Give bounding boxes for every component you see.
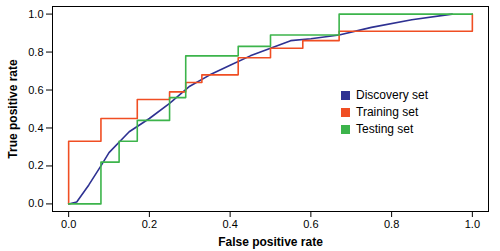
svg-text:0.2: 0.2: [142, 218, 157, 230]
svg-text:0.8: 0.8: [384, 218, 399, 230]
svg-text:0.6: 0.6: [28, 84, 43, 96]
svg-text:False positive rate: False positive rate: [218, 235, 323, 249]
html-text:Training set: Training set: [356, 105, 419, 119]
svg-text:1.0: 1.0: [465, 218, 480, 230]
svg-text:0.4: 0.4: [222, 218, 237, 230]
html-text:Discovery set: Discovery set: [356, 88, 428, 102]
svg-text:1.0: 1.0: [28, 8, 43, 20]
svg-text:True positive rate: True positive rate: [6, 59, 20, 159]
html-text:Testing set: Testing set: [356, 122, 414, 136]
svg-text:0.0: 0.0: [28, 197, 43, 209]
svg-text:0.4: 0.4: [28, 122, 43, 134]
svg-text:0.6: 0.6: [303, 218, 318, 230]
svg-text:0.0: 0.0: [61, 218, 76, 230]
svg-text:0.2: 0.2: [28, 159, 43, 171]
svg-text:0.8: 0.8: [28, 46, 43, 58]
